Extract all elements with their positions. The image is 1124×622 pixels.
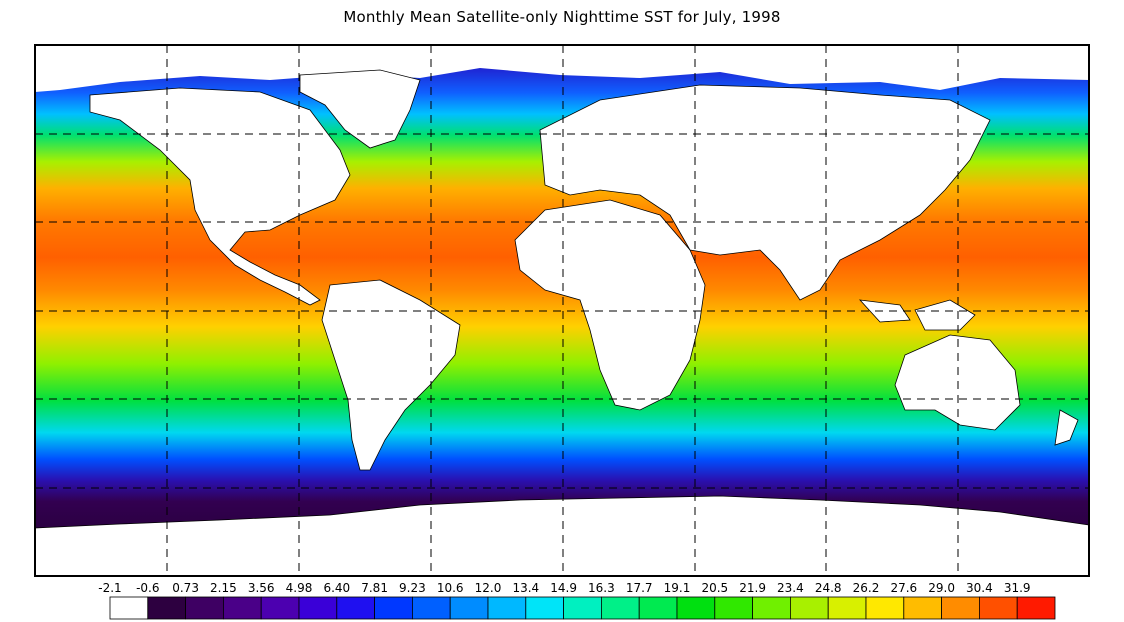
colorbar-swatch xyxy=(638,596,678,620)
sst-map xyxy=(34,44,1090,577)
new-zealand xyxy=(1054,409,1079,446)
colorbar-tick-label: 12.0 xyxy=(475,581,502,595)
colorbar-tick-label: 29.0 xyxy=(928,581,955,595)
colorbar-swatch xyxy=(147,596,187,620)
colorbar-tick-label: -2.1 xyxy=(98,581,121,595)
colorbar-tick-label: 10.6 xyxy=(437,581,464,595)
africa xyxy=(514,199,706,411)
colorbar-tick-label: 27.6 xyxy=(890,581,917,595)
colorbar-swatch xyxy=(979,596,1018,620)
colorbar-tick-label: 21.9 xyxy=(739,581,766,595)
map-frame xyxy=(34,44,1090,577)
colorbar-swatch xyxy=(563,596,602,620)
colorbar-tick-label: 7.81 xyxy=(361,581,388,595)
colorbar-swatch xyxy=(601,596,640,620)
colorbar-swatch xyxy=(865,596,905,620)
colorbar-swatch xyxy=(185,596,224,620)
colorbar-swatch xyxy=(903,596,942,620)
colorbar-swatch xyxy=(374,596,413,620)
colorbar-swatch xyxy=(941,596,980,620)
colorbar-tick-label: 2.15 xyxy=(210,581,237,595)
colorbar-tick-label: 17.7 xyxy=(626,581,653,595)
colorbar-tick-label: 19.1 xyxy=(664,581,691,595)
colorbar-tick-label: 16.3 xyxy=(588,581,615,595)
colorbar-swatch xyxy=(487,596,527,620)
colorbar-swatch xyxy=(222,596,262,620)
colorbar-tick-label: 30.4 xyxy=(966,581,993,595)
map-title: Monthly Mean Satellite-only Nighttime SS… xyxy=(343,8,781,26)
colorbar-tick-label: 26.2 xyxy=(853,581,880,595)
colorbar-swatch xyxy=(260,596,300,620)
colorbar-tick-label: 23.4 xyxy=(777,581,804,595)
colorbar-swatch xyxy=(298,596,338,620)
colorbar-swatch xyxy=(109,596,149,620)
colorbar-swatch xyxy=(1016,596,1056,620)
colorbar-tick-label: 13.4 xyxy=(512,581,539,595)
colorbar-swatch xyxy=(827,596,867,620)
colorbar-swatch xyxy=(336,596,375,620)
colorbar-swatch xyxy=(676,596,716,620)
colorbar-tick-label: 20.5 xyxy=(701,581,728,595)
colorbar-tick-label: 6.40 xyxy=(323,581,350,595)
colorbar-swatch xyxy=(790,596,829,620)
colorbar-tick-label: 3.56 xyxy=(248,581,275,595)
colorbar-swatch xyxy=(525,596,564,620)
colorbar-tick-label: 14.9 xyxy=(550,581,577,595)
colorbar-swatch xyxy=(411,596,451,620)
colorbar-swatch xyxy=(752,596,791,620)
graticule xyxy=(35,45,1089,576)
eurasia xyxy=(539,84,991,301)
colorbar-tick-label: 0.73 xyxy=(172,581,199,595)
colorbar-swatch xyxy=(449,596,489,620)
greenland xyxy=(299,69,421,149)
north-america xyxy=(89,87,351,306)
colorbar-swatch xyxy=(714,596,753,620)
colorbar-tick-label: -0.6 xyxy=(136,581,159,595)
colorbar-tick-label: 24.8 xyxy=(815,581,842,595)
south-america xyxy=(321,279,461,471)
colorbar-tick-label: 9.23 xyxy=(399,581,426,595)
indonesia xyxy=(858,299,976,331)
colorbar-tick-label: 4.98 xyxy=(286,581,313,595)
colorbar-tick-label: 31.9 xyxy=(1004,581,1031,595)
